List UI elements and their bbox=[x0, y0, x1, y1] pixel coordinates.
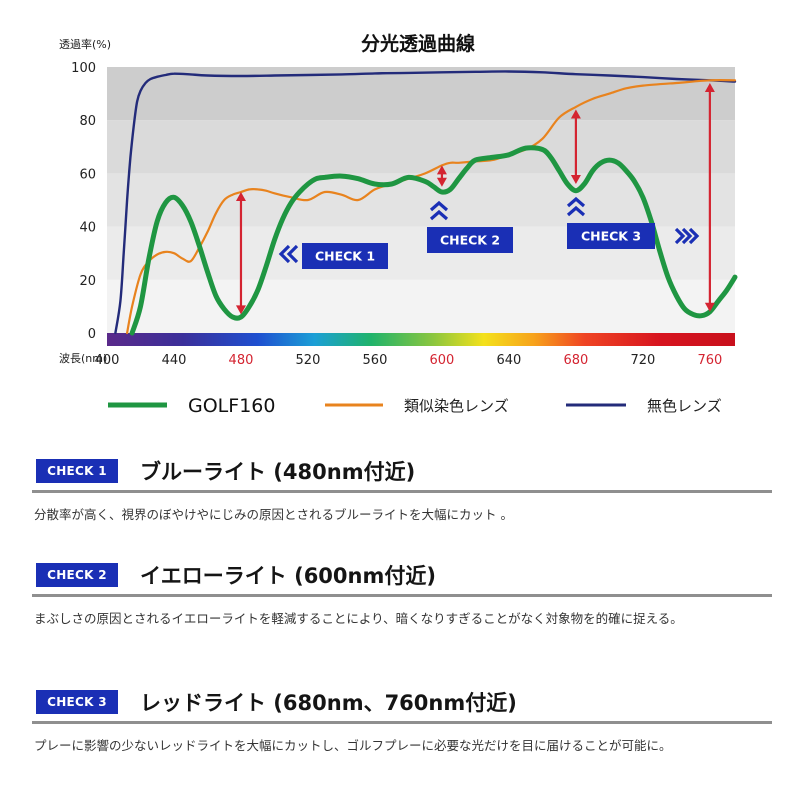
check-2-badge: CHECK 2 bbox=[36, 563, 118, 587]
arrow-head-down bbox=[704, 302, 715, 312]
y-tick-label: 60 bbox=[79, 167, 96, 182]
check-1-badge: CHECK 1 bbox=[36, 459, 118, 483]
x-tick-label: 760 bbox=[697, 353, 722, 368]
arrow-head-up bbox=[570, 109, 581, 119]
x-axis-label: 波長(nm) bbox=[59, 352, 107, 365]
x-tick-label: 680 bbox=[563, 353, 588, 368]
check-2-description: まぶしさの原因とされるイエローライトを軽減することにより、暗くなりすぎることがな… bbox=[34, 611, 683, 626]
x-tick-label: 640 bbox=[497, 353, 522, 368]
x-tick-label: 520 bbox=[296, 353, 321, 368]
check-2-header: CHECK 2 イエローライト (600nm付近) bbox=[32, 556, 772, 597]
x-tick-label: 600 bbox=[430, 353, 455, 368]
chevron-left-icon bbox=[278, 244, 291, 264]
check-badge bbox=[567, 223, 655, 249]
arrow-head-down bbox=[436, 177, 447, 187]
y-tick-label: 80 bbox=[79, 114, 96, 129]
check-badge-label: CHECK 1 bbox=[315, 249, 375, 264]
arrow-head-up bbox=[436, 165, 447, 175]
chevron-up-icon bbox=[429, 209, 449, 221]
series-line-dyed-lens bbox=[126, 79, 737, 335]
check-badge bbox=[427, 227, 513, 253]
check-badge bbox=[302, 243, 388, 269]
plot-band bbox=[107, 120, 735, 174]
chevron-up-icon bbox=[429, 200, 449, 212]
check-2-section: CHECK 2 イエローライト (600nm付近) まぶしさの原因とされるイエロ… bbox=[32, 556, 772, 629]
legend-label-dyed-lens: 類似染色レンズ bbox=[404, 397, 509, 415]
y-tick-label: 0 bbox=[88, 327, 96, 342]
check-1-title: ブルーライト (480nm付近) bbox=[140, 460, 416, 484]
y-tick-label: 20 bbox=[79, 274, 96, 289]
chart-title: 分光透過曲線 bbox=[361, 32, 475, 55]
chevron-right-icon bbox=[688, 227, 700, 245]
arrow-head-up bbox=[235, 192, 246, 202]
check-3-description: プレーに影響の少ないレッドライトを大幅にカットし、ゴルフプレーに必要な光だけを目… bbox=[34, 738, 672, 753]
plot-band bbox=[107, 279, 735, 333]
legend: GOLF160 類似染色レンズ 無色レンズ bbox=[108, 395, 722, 417]
series-line-golf160 bbox=[129, 145, 738, 336]
check-3-header: CHECK 3 レッドライト (680nm、760nm付近) bbox=[32, 683, 772, 724]
axis-layer: 0 20 40 60 80 100 400 440 480 520 560 600 640 680 720 7… bbox=[71, 61, 722, 368]
y-axis-label: 透過率(%) bbox=[59, 37, 111, 51]
arrow-head-down bbox=[570, 175, 581, 185]
arrow-head-down bbox=[235, 305, 246, 315]
spectrum-bar bbox=[107, 333, 735, 346]
check-badge-label: CHECK 3 bbox=[581, 229, 641, 244]
check-1-section: CHECK 1 ブルーライト (480nm付近) 分散率が高く、視界のぼやけやに… bbox=[32, 452, 772, 525]
x-tick-label: 440 bbox=[162, 353, 187, 368]
spectral-transmission-chart: CHECK 1 CHECK 2 CHECK 3 0 20 40 60 80 100 400 440… bbox=[59, 32, 738, 417]
annotation-layer: CHECK 1 CHECK 2 CHECK 3 bbox=[235, 82, 715, 315]
chevron-left-icon bbox=[286, 244, 299, 264]
x-tick-label: 560 bbox=[363, 353, 388, 368]
legend-label-clear-lens: 無色レンズ bbox=[647, 397, 722, 415]
x-tick-label: 720 bbox=[630, 353, 655, 368]
check-3-badge: CHECK 3 bbox=[36, 690, 118, 714]
y-tick-label: 40 bbox=[79, 221, 96, 236]
check-badge-label: CHECK 2 bbox=[440, 233, 500, 248]
plot-background bbox=[107, 67, 735, 333]
check-3-title: レッドライト (680nm、760nm付近) bbox=[140, 691, 517, 715]
arrow-head-up bbox=[704, 82, 715, 92]
chevron-up-icon bbox=[566, 205, 586, 217]
check-2-title: イエローライト (600nm付近) bbox=[140, 564, 436, 588]
series-line-clear-lens bbox=[114, 70, 737, 335]
x-tick-label: 480 bbox=[229, 353, 254, 368]
chevron-right-icon bbox=[681, 227, 693, 245]
series-layer bbox=[114, 70, 738, 336]
legend-label-golf160: GOLF160 bbox=[188, 395, 275, 417]
chevron-up-icon bbox=[566, 196, 586, 208]
check-1-header: CHECK 1 ブルーライト (480nm付近) bbox=[32, 452, 772, 493]
x-tick-label: 400 bbox=[95, 353, 120, 368]
check-3-section: CHECK 3 レッドライト (680nm、760nm付近) プレーに影響の少な… bbox=[32, 683, 772, 756]
chevron-right-icon bbox=[674, 227, 686, 245]
check-1-description: 分散率が高く、視界のぼやけやにじみの原因とされるブルーライトを大幅にカット 。 bbox=[34, 507, 513, 522]
y-tick-label: 100 bbox=[71, 61, 96, 76]
